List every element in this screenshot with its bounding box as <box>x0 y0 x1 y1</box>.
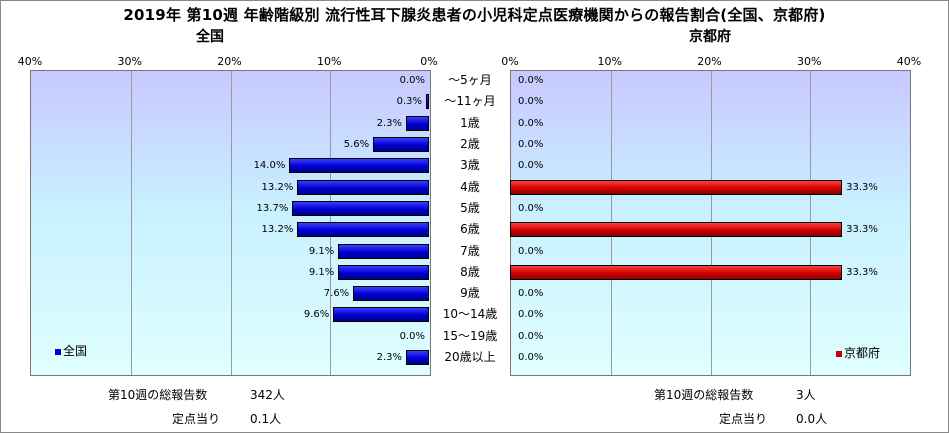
national-bar <box>333 307 429 323</box>
national-legend-label: 全国 <box>63 344 88 358</box>
kyoto-data-label: 33.3% <box>846 224 878 236</box>
national-gridline <box>230 71 232 375</box>
kyoto-data-label: 0.0% <box>518 330 544 342</box>
national-per-label: 定点当り <box>172 412 221 426</box>
kyoto-bar <box>510 222 843 238</box>
kyoto-legend-swatch <box>836 350 842 357</box>
national-data-label: 14.0% <box>253 160 286 172</box>
kyoto-data-label: 0.0% <box>518 352 544 364</box>
national-bar <box>338 243 429 259</box>
kyoto-legend: 京都府 <box>836 344 880 361</box>
national-data-label: 2.3% <box>376 352 403 364</box>
kyoto-tick-label: 10% <box>597 55 622 68</box>
national-bar <box>353 286 429 302</box>
age-label: 3歳 <box>460 158 480 173</box>
national-tick-label: 10% <box>317 55 342 68</box>
age-label: 10～14歳 <box>442 307 498 322</box>
age-label: 20歳以上 <box>444 350 496 365</box>
kyoto-data-label: 33.3% <box>846 266 878 278</box>
national-tick-label: 20% <box>217 55 242 68</box>
kyoto-legend-label: 京都府 <box>844 346 881 360</box>
national-bar <box>289 158 429 174</box>
kyoto-data-label: 33.3% <box>846 181 878 193</box>
national-data-label: 5.6% <box>343 139 370 151</box>
kyoto-data-label: 0.0% <box>518 202 544 214</box>
age-label: 2歳 <box>460 137 480 152</box>
kyoto-bar <box>510 264 843 280</box>
kyoto-per-label: 定点当り <box>719 412 768 426</box>
national-legend: 全国 <box>55 342 87 359</box>
national-data-label: 0.0% <box>399 330 425 342</box>
national-data-label: 9.1% <box>308 266 335 278</box>
national-data-label: 9.1% <box>308 245 335 257</box>
age-label: ～11ヶ月 <box>444 94 496 109</box>
kyoto-tick-label: 0% <box>501 55 519 68</box>
national-tick-label: 30% <box>117 55 142 68</box>
kyoto-data-label: 0.0% <box>518 96 544 108</box>
national-per-value: 0.1人 <box>250 412 282 426</box>
chart-title: 2019年 第10週 年齢階級別 流行性耳下腺炎患者の小児科定点医療機関からの報… <box>123 6 826 24</box>
national-total-value: 342人 <box>250 388 285 402</box>
age-label: 9歳 <box>460 286 480 301</box>
national-tick-label: 40% <box>17 55 43 68</box>
national-data-label: 13.7% <box>256 202 289 214</box>
age-label: 8歳 <box>460 264 480 279</box>
age-label: 4歳 <box>460 179 480 194</box>
national-data-label: 13.2% <box>261 181 294 193</box>
age-label: 1歳 <box>460 115 480 130</box>
kyoto-data-label: 0.0% <box>518 75 544 87</box>
national-data-label: 7.6% <box>323 288 350 300</box>
national-total-label: 第10週の総報告数 <box>108 388 208 402</box>
age-label: 7歳 <box>460 243 480 258</box>
national-gridline <box>130 71 132 375</box>
kyoto-tick-label: 30% <box>797 55 822 68</box>
national-data-label: 13.2% <box>261 224 294 236</box>
national-bar <box>406 115 429 131</box>
national-subtitle: 全国 <box>196 29 224 45</box>
national-bar <box>292 200 429 216</box>
national-tick-label: 0% <box>420 55 438 68</box>
kyoto-data-label: 0.0% <box>518 139 544 151</box>
national-data-label: 9.6% <box>303 309 330 321</box>
national-data-label: 0.3% <box>396 96 422 108</box>
age-label: 5歳 <box>460 200 480 215</box>
national-data-label: 2.3% <box>376 117 403 129</box>
kyoto-bar <box>510 179 843 195</box>
national-bar <box>426 94 429 110</box>
kyoto-data-label: 0.0% <box>518 117 544 129</box>
national-bar <box>297 179 429 195</box>
kyoto-data-label: 0.0% <box>518 288 544 300</box>
kyoto-data-label: 0.0% <box>518 160 544 172</box>
age-label: 6歳 <box>460 222 480 237</box>
national-bar <box>297 222 429 238</box>
age-label: 15～19歳 <box>442 328 498 343</box>
kyoto-per-value: 0.0人 <box>796 412 828 426</box>
kyoto-tick-label: 20% <box>697 55 722 68</box>
kyoto-data-label: 0.0% <box>518 245 544 257</box>
national-bar <box>373 137 429 153</box>
age-label: ～5ヶ月 <box>448 73 492 88</box>
kyoto-tick-label: 40% <box>896 55 922 68</box>
national-data-label: 0.0% <box>399 75 425 87</box>
kyoto-total-value: 3人 <box>796 388 816 402</box>
kyoto-data-label: 0.0% <box>518 309 544 321</box>
kyoto-subtitle: 京都府 <box>689 29 731 45</box>
national-bar <box>406 350 429 366</box>
kyoto-total-label: 第10週の総報告数 <box>654 388 754 402</box>
national-bar <box>338 264 429 280</box>
national-legend-swatch <box>55 348 61 355</box>
